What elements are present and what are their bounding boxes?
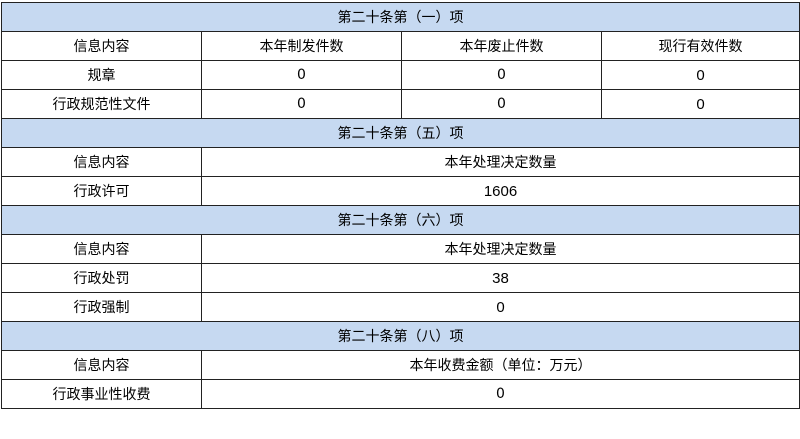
row-label: 规章 [1,60,202,90]
column-header: 信息内容 [1,234,202,264]
disclosure-table: 第二十条第（一）项 信息内容 本年制发件数 本年废止件数 现行有效件数 规章 0… [1,2,800,409]
section-header: 第二十条第（五）项 [1,118,800,148]
cell-value: 0 [201,292,800,322]
cell-value: 0 [201,89,402,119]
column-header: 信息内容 [1,350,202,380]
column-header: 现行有效件数 [601,31,800,61]
section-title: 第二十条第（一）项 [1,2,800,32]
column-header: 本年处理决定数量 [201,234,800,264]
cell-value: 38 [201,263,800,293]
section-title: 第二十条第（五）项 [1,118,800,148]
cell-value: 0 [601,89,800,119]
column-header: 本年制发件数 [201,31,402,61]
cell-value: 0 [401,89,602,119]
section-title: 第二十条第（八）项 [1,321,800,351]
table-header-row: 信息内容 本年收费金额（单位：万元） [1,350,800,380]
table-header-row: 信息内容 本年处理决定数量 [1,234,800,264]
table-row: 行政处罚 38 [1,263,800,293]
section-header: 第二十条第（一）项 [1,2,800,32]
row-label: 行政事业性收费 [1,379,202,409]
table-header-row: 信息内容 本年制发件数 本年废止件数 现行有效件数 [1,31,800,61]
column-header: 本年废止件数 [401,31,602,61]
column-header: 本年处理决定数量 [201,147,800,177]
cell-value: 0 [201,379,800,409]
section-header: 第二十条第（八）项 [1,321,800,351]
table-header-row: 信息内容 本年处理决定数量 [1,147,800,177]
table-row: 行政事业性收费 0 [1,379,800,409]
row-label: 行政处罚 [1,263,202,293]
row-label: 行政强制 [1,292,202,322]
section-header: 第二十条第（六）项 [1,205,800,235]
table-row: 行政强制 0 [1,292,800,322]
table-row: 行政规范性文件 0 0 0 [1,89,800,119]
column-header: 信息内容 [1,31,202,61]
column-header: 信息内容 [1,147,202,177]
section-title: 第二十条第（六）项 [1,205,800,235]
cell-value: 0 [401,60,602,90]
cell-value: 1606 [201,176,800,206]
column-header: 本年收费金额（单位：万元） [201,350,800,380]
cell-value: 0 [601,60,800,90]
table-row: 规章 0 0 0 [1,60,800,90]
row-label: 行政规范性文件 [1,89,202,119]
table-row: 行政许可 1606 [1,176,800,206]
row-label: 行政许可 [1,176,202,206]
cell-value: 0 [201,60,402,90]
